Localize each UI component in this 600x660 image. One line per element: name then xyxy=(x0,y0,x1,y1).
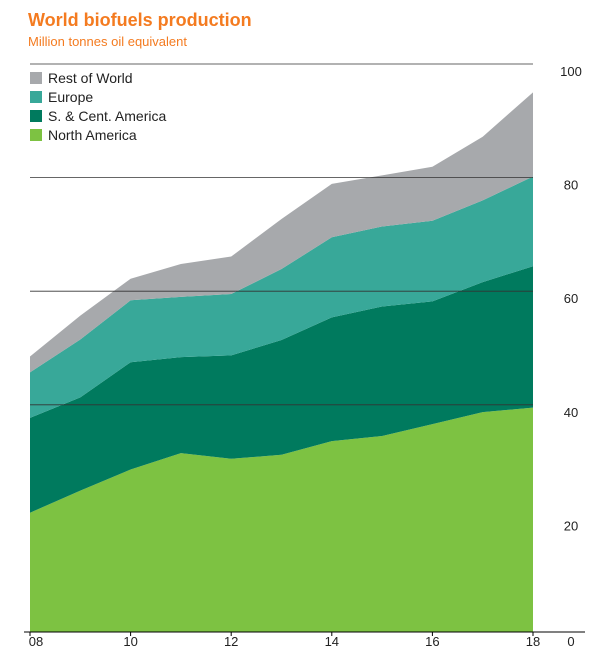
axes: 0 20 40 60 80 100 08 10 12 14 16 18 xyxy=(24,64,585,649)
y-tick-label-20: 20 xyxy=(564,518,578,533)
x-tick-label-16: 16 xyxy=(425,634,439,649)
area-s-cent-america xyxy=(30,266,533,513)
legend-label-rest-of-world: Rest of World xyxy=(48,70,133,86)
area-rest-of-world xyxy=(30,92,533,373)
area-europe xyxy=(30,176,533,418)
x-tick-label-08: 08 xyxy=(29,634,43,649)
y-tick-label-40: 40 xyxy=(564,405,578,420)
legend-label-s-cent-america: S. & Cent. America xyxy=(48,108,166,124)
area-north-america xyxy=(30,407,533,632)
legend: Rest of World Europe S. & Cent. America Nor… xyxy=(30,70,166,143)
legend-swatch-s-cent-america xyxy=(30,110,42,122)
y-tick-label-0: 0 xyxy=(567,634,574,649)
legend-swatch-rest-of-world xyxy=(30,72,42,84)
area-layer xyxy=(30,92,533,632)
y-tick-label-60: 60 xyxy=(564,291,578,306)
y-tick-label-80: 80 xyxy=(564,178,578,193)
chart-subtitle: Million tonnes oil equivalent xyxy=(28,34,187,49)
chart-title: World biofuels production xyxy=(28,10,252,30)
gridlines xyxy=(30,63,533,406)
y-tick-label-100: 100 xyxy=(560,64,582,79)
x-tick-label-12: 12 xyxy=(224,634,238,649)
x-tick-label-14: 14 xyxy=(325,634,339,649)
legend-swatch-europe xyxy=(30,91,42,103)
legend-swatch-north-america xyxy=(30,129,42,141)
x-tick-label-10: 10 xyxy=(123,634,137,649)
x-tick-label-18: 18 xyxy=(526,634,540,649)
legend-label-europe: Europe xyxy=(48,89,93,105)
legend-label-north-america: North America xyxy=(48,127,137,143)
